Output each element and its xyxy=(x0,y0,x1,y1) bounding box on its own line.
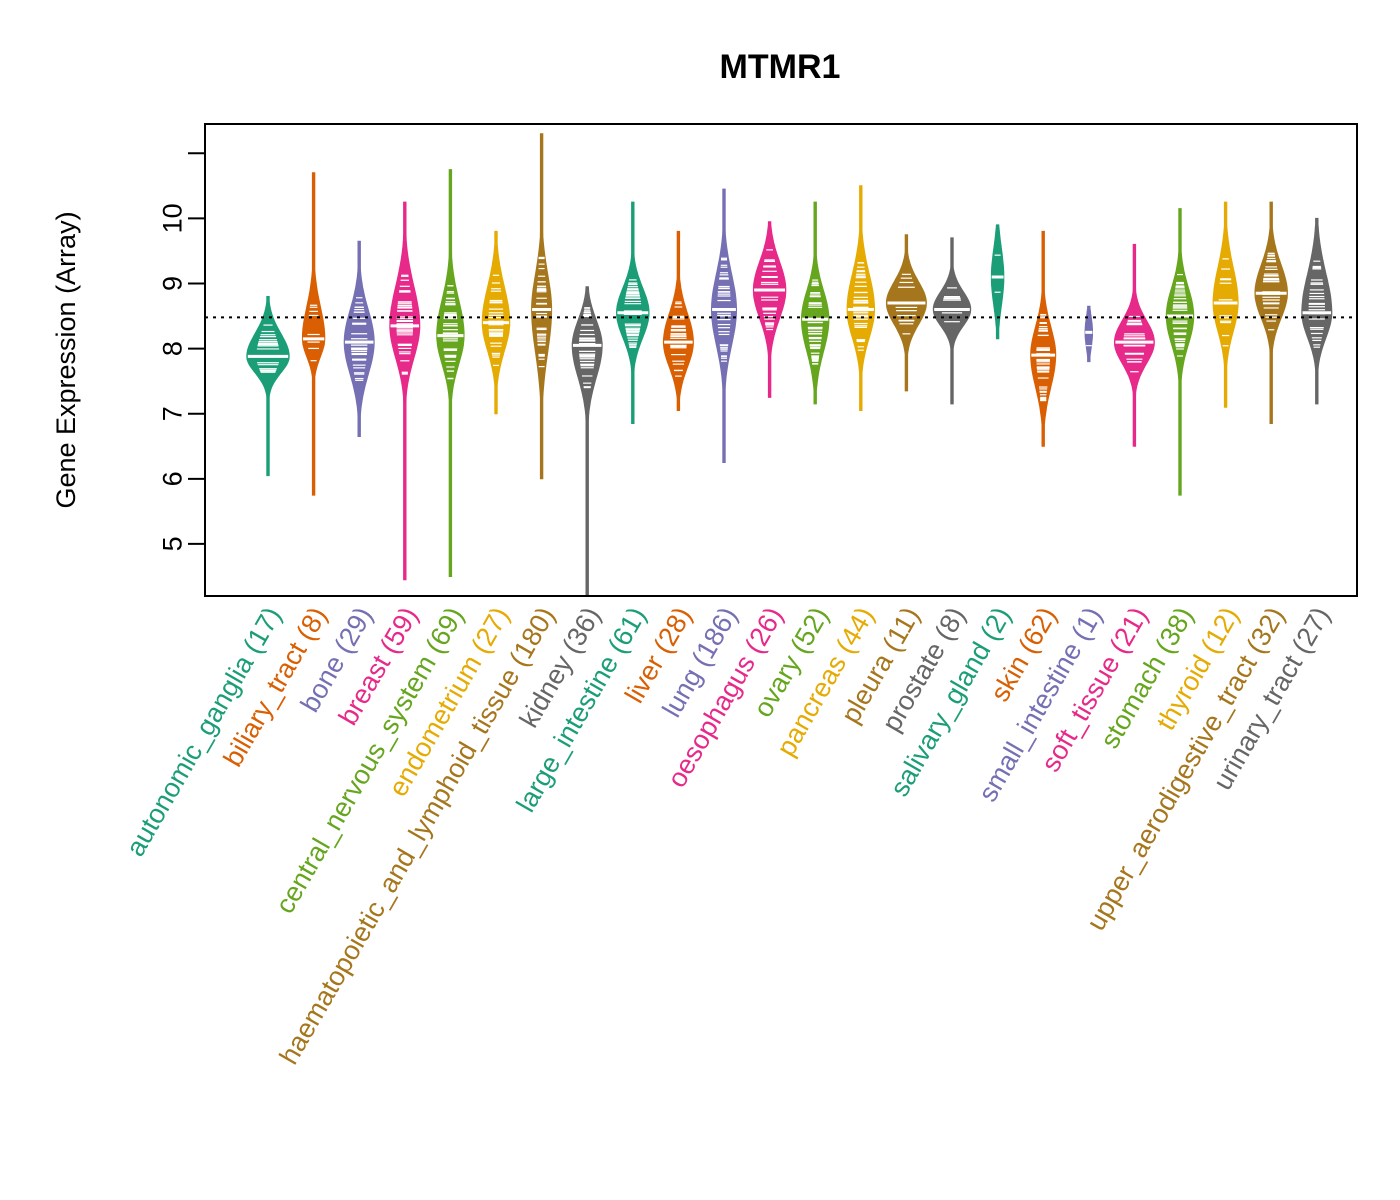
bean-endometrium xyxy=(481,230,511,415)
y-tick-label: 8 xyxy=(157,341,187,356)
bean-shape xyxy=(990,224,1005,340)
x-axis-labels: autonomic_ganglia (17)biliary_tract (8)b… xyxy=(120,602,1336,1069)
bean-salivary_gland xyxy=(990,224,1005,340)
bean-shape xyxy=(1301,217,1333,405)
bean-kidney xyxy=(571,286,603,597)
y-tick-label: 10 xyxy=(157,203,187,233)
bean-shape xyxy=(1084,305,1093,363)
bean-shape xyxy=(885,234,927,392)
bean-stomach xyxy=(1165,208,1195,496)
bean-lung xyxy=(711,188,737,463)
bean-shape xyxy=(711,188,737,463)
bean-shape xyxy=(846,185,875,411)
bean-ovary xyxy=(801,201,830,405)
bean-shape xyxy=(571,286,603,597)
bean-shape xyxy=(662,230,694,411)
bean-large_intestine xyxy=(615,201,650,424)
bean-autonomic_ganglia xyxy=(246,296,290,477)
bean-upper_aerodigestive_tract xyxy=(1254,201,1288,424)
y-axis: 5 6 7 8 9 10 xyxy=(157,152,206,551)
bean-haematopoietic_and_lymphoid_tissue xyxy=(531,133,553,480)
bean-skin xyxy=(1030,230,1057,447)
bean-breast xyxy=(389,201,421,581)
y-tick-label: 7 xyxy=(157,406,187,421)
bean-liver xyxy=(662,230,694,411)
y-axis-label: Gene Expression (Array) xyxy=(51,211,81,508)
chart-title: MTMR1 xyxy=(720,48,841,86)
beans-layer xyxy=(246,133,1333,597)
bean-shape xyxy=(1212,201,1239,408)
bean-pancreas xyxy=(846,185,875,411)
bean-pleura xyxy=(885,234,927,392)
bean-shape xyxy=(932,237,972,405)
bean-oesophagus xyxy=(752,221,787,398)
bean-soft_tissue xyxy=(1113,243,1155,447)
y-tick-label: 9 xyxy=(157,276,187,291)
bean-bone xyxy=(343,240,375,437)
bean-shape xyxy=(1254,201,1288,424)
bean-shape xyxy=(436,169,465,577)
bean-shape xyxy=(1165,208,1195,496)
bean-prostate xyxy=(932,237,972,405)
bean-urinary_tract xyxy=(1301,217,1333,405)
bean-shape xyxy=(1030,230,1057,447)
bean-shape xyxy=(531,133,553,480)
bean-central_nervous_system xyxy=(436,169,465,577)
bean-shape xyxy=(246,296,290,477)
bean-shape xyxy=(389,201,421,581)
y-tick-label: 5 xyxy=(157,536,187,551)
y-tick-label: 6 xyxy=(157,471,187,486)
bean-biliary_tract xyxy=(301,172,326,496)
bean-thyroid xyxy=(1212,201,1239,408)
bean-small_intestine xyxy=(1084,305,1093,363)
